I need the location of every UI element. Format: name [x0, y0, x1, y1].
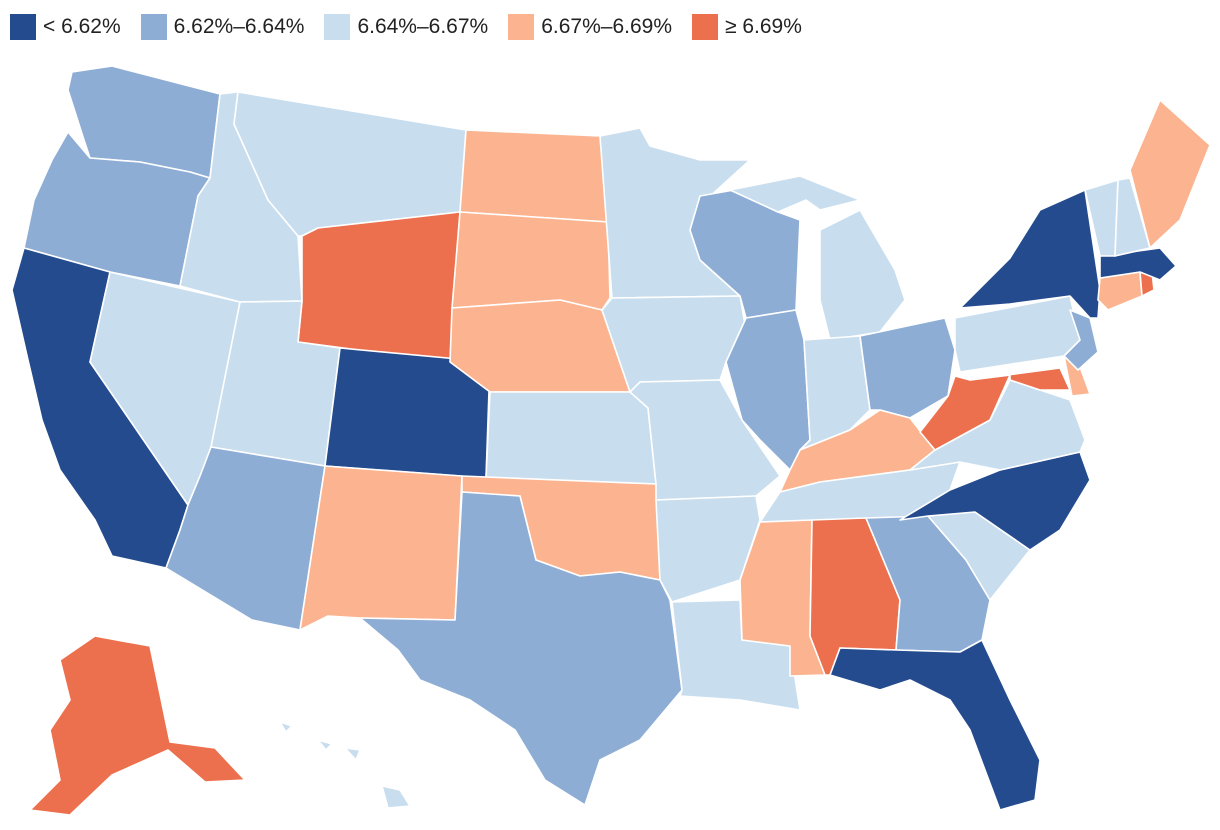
state-nm[interactable] — [299, 465, 463, 631]
legend-item-bin-2[interactable]: 6.62%–6.64% — [140, 14, 305, 40]
legend-swatch — [10, 14, 36, 40]
legend: < 6.62% 6.62%–6.64% 6.64%–6.67% 6.67%–6.… — [10, 14, 822, 40]
state-fl[interactable] — [829, 639, 1041, 811]
legend-swatch — [140, 14, 167, 40]
legend-swatch — [324, 14, 351, 40]
state-ny[interactable] — [959, 189, 1101, 319]
legend-item-bin-5[interactable]: ≥ 6.69% — [692, 14, 802, 40]
legend-label: 6.67%–6.69% — [541, 15, 672, 38]
state-wy[interactable] — [297, 211, 461, 363]
state-mi[interactable] — [729, 175, 906, 341]
legend-label: ≥ 6.69% — [725, 15, 802, 38]
state-oh[interactable] — [859, 317, 956, 419]
legend-item-bin-3[interactable]: 6.64%–6.67% — [324, 14, 488, 40]
state-sd[interactable] — [451, 211, 611, 311]
legend-label: 6.64%–6.67% — [357, 15, 489, 38]
legend-item-bin-1[interactable]: < 6.62% — [10, 14, 121, 40]
state-ks[interactable] — [485, 391, 657, 485]
state-ak[interactable] — [29, 635, 246, 816]
state-wv[interactable] — [919, 374, 1011, 451]
state-md[interactable] — [969, 367, 1071, 391]
state-tx[interactable] — [359, 491, 683, 806]
legend-label: < 6.62% — [43, 15, 121, 38]
state-nc[interactable] — [899, 451, 1091, 551]
state-hi[interactable] — [279, 721, 411, 809]
legend-swatch — [508, 14, 535, 40]
state-ma[interactable] — [1099, 247, 1177, 281]
state-me[interactable] — [1129, 99, 1211, 249]
legend-swatch — [692, 14, 718, 40]
state-nd[interactable] — [459, 129, 609, 223]
legend-item-bin-4[interactable]: 6.67%–6.69% — [508, 14, 672, 40]
legend-label: 6.62%–6.64% — [173, 15, 305, 38]
